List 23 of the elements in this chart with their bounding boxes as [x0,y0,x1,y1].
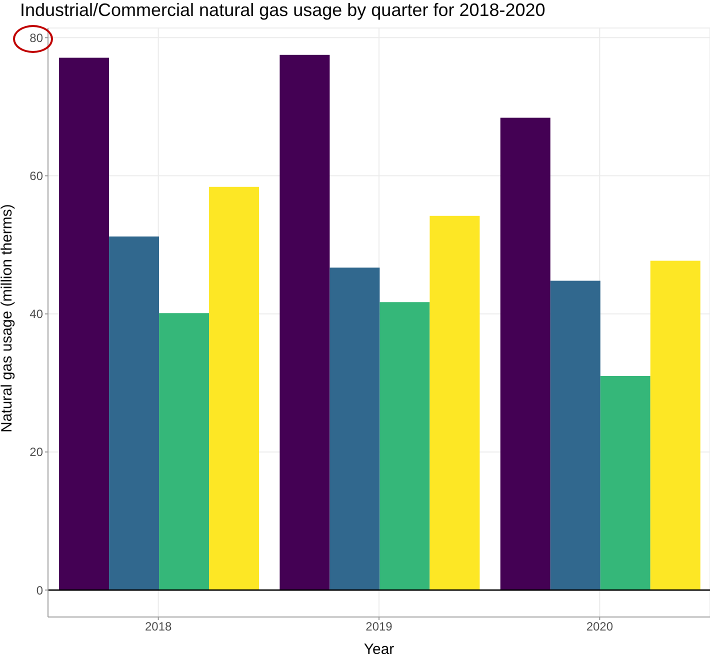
chart-title: Industrial/Commercial natural gas usage by quarter for 2018-2020 [20,0,546,21]
x-tick-label: 2019 [366,620,393,634]
bar [500,118,550,590]
bar [550,280,600,590]
bar [280,54,330,590]
y-tick-label: 20 [30,445,44,460]
x-tick-label: 2018 [144,620,172,634]
y-axis-title: Natural gas usage (million therms) [0,204,16,432]
bar [159,313,210,590]
bar [109,236,160,590]
y-tick-label: 0 [36,583,44,598]
x-tick-label: 2020 [586,620,614,634]
y-tick-label: 80 [30,30,44,45]
bar [380,302,430,590]
bar [209,186,260,590]
bar [650,260,700,590]
bar [430,216,480,590]
y-tick-label: 60 [30,169,44,184]
x-axis-title: Year [364,641,394,654]
bar [59,58,110,590]
bar [330,268,380,590]
y-tick-label: 40 [30,307,44,322]
bar [600,376,650,590]
